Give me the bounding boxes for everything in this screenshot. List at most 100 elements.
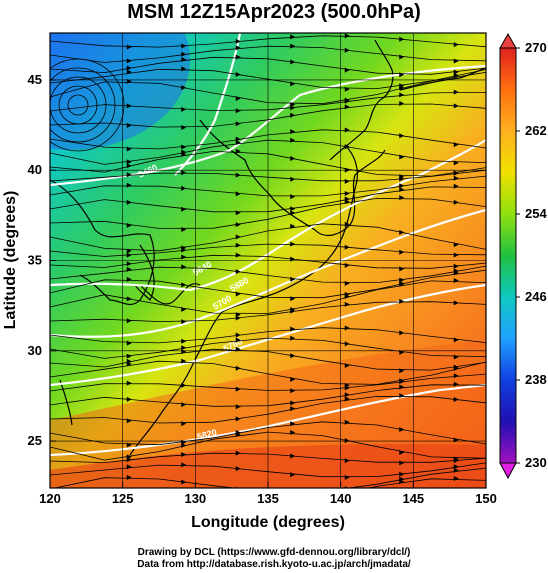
streamline-arrow xyxy=(399,379,405,385)
streamline-arrow xyxy=(181,66,187,72)
streamline-arrow xyxy=(235,450,241,456)
streamline-arrow xyxy=(399,471,405,477)
streamline-arrow xyxy=(290,81,296,87)
streamline-arrow xyxy=(235,140,241,146)
streamline-arrow xyxy=(399,176,405,182)
streamline-arrow xyxy=(399,249,405,255)
streamline-arrow xyxy=(290,129,296,135)
y-tick-label: 35 xyxy=(28,253,42,268)
streamline-arrow xyxy=(235,71,241,77)
streamline-arrow xyxy=(453,337,459,343)
vortex-streamline xyxy=(58,85,98,125)
streamline-arrow xyxy=(290,137,296,143)
streamline-arrow xyxy=(126,380,132,386)
streamline-arrow xyxy=(126,44,132,50)
x-tick-label: 120 xyxy=(39,491,61,506)
streamline-arrow xyxy=(399,229,405,235)
colorbar-tick-label: 262 xyxy=(525,123,547,138)
streamline-arrow xyxy=(235,252,241,258)
y-axis-label: Latitude (degrees) xyxy=(2,191,19,330)
streamline-arrow xyxy=(453,263,459,269)
streamline-arrow xyxy=(290,223,296,229)
streamline-arrow xyxy=(235,121,241,127)
streamline-arrow xyxy=(290,112,296,118)
streamline-arrow xyxy=(290,430,296,436)
colorbar-lower-extension xyxy=(499,462,517,480)
streamline-arrow xyxy=(290,176,296,182)
streamline-arrow xyxy=(453,89,459,95)
streamline-arrow xyxy=(290,335,296,341)
streamline-arrow xyxy=(453,103,459,109)
streamline-arrow xyxy=(290,501,295,506)
streamline-arrow xyxy=(344,67,350,73)
streamline-arrow xyxy=(235,269,241,275)
streamline-arrow xyxy=(344,244,350,250)
streamline-arrow xyxy=(453,160,459,166)
streamline-arrow xyxy=(181,451,187,457)
colorbar-ticks: 270 262 254 246 238 230 xyxy=(516,40,547,470)
streamline-arrow xyxy=(181,170,187,176)
streamline-arrow xyxy=(344,262,350,268)
streamline-arrow xyxy=(453,300,459,306)
streamline-arrow xyxy=(235,108,241,114)
streamline-arrow xyxy=(181,442,187,448)
streamline-arrow xyxy=(181,402,187,408)
streamline-arrow xyxy=(235,337,241,343)
streamline-arrow xyxy=(399,133,405,139)
streamline-arrow xyxy=(290,406,296,412)
streamline-arrow xyxy=(235,404,241,410)
streamline-arrow xyxy=(344,396,350,402)
streamline-arrow xyxy=(126,69,132,75)
streamline-arrow xyxy=(181,345,187,351)
y-axis-ticks: 25 30 35 40 45 xyxy=(28,72,56,448)
streamline-arrow xyxy=(290,353,296,359)
streamline-arrow xyxy=(399,298,405,304)
streamline-arrow xyxy=(235,95,241,101)
streamline-arrow xyxy=(453,252,459,258)
streamline-arrow xyxy=(235,136,241,142)
streamline-arrow xyxy=(344,474,350,480)
streamline-arrow xyxy=(399,195,405,201)
streamline-arrow xyxy=(399,368,405,374)
y-tick-label: 25 xyxy=(28,433,42,448)
streamline-arrow xyxy=(453,354,459,360)
height-contours xyxy=(50,33,486,457)
colorbar-tick-label: 238 xyxy=(525,372,547,387)
streamline-arrow xyxy=(344,104,350,110)
streamline-arrow xyxy=(344,127,350,133)
streamline-arrow xyxy=(181,462,187,468)
streamline-arrow xyxy=(126,252,132,258)
y-tick-label: 40 xyxy=(28,162,42,177)
streamline-arrow xyxy=(399,187,405,193)
streamline-arrow xyxy=(181,185,187,191)
streamline-arrow xyxy=(453,69,459,75)
streamline-arrow xyxy=(181,106,187,112)
streamline-arrow xyxy=(399,427,405,433)
colorbar-tick-label: 230 xyxy=(525,455,547,470)
x-axis-ticks: 120 125 130 135 140 145 150 xyxy=(39,482,497,506)
streamline-arrow xyxy=(453,183,459,189)
streamline-arrow xyxy=(235,222,241,228)
vortex-streamline xyxy=(67,94,89,116)
streamline-arrow xyxy=(126,65,132,71)
streamline-arrow xyxy=(453,458,459,464)
streamline-arrow xyxy=(344,86,350,92)
streamline-arrow xyxy=(344,280,350,286)
streamline-arrow xyxy=(399,277,405,283)
streamline-arrow xyxy=(126,103,132,109)
streamline-arrow xyxy=(290,59,296,65)
streamline-arrow xyxy=(235,54,241,60)
x-tick-label: 140 xyxy=(330,491,352,506)
streamline-arrow xyxy=(235,234,241,240)
x-tick-label: 150 xyxy=(475,491,497,506)
streamline-arrow xyxy=(290,241,296,247)
streamline-arrow xyxy=(126,474,132,480)
streamline-arrow xyxy=(344,325,350,331)
streamline-arrow xyxy=(126,58,132,64)
streamline-arrow xyxy=(399,393,405,399)
streamline-arrow xyxy=(126,296,132,302)
streamline-arrow xyxy=(344,33,350,39)
streamline-arrow xyxy=(290,194,296,200)
streamline-arrow xyxy=(453,373,459,379)
